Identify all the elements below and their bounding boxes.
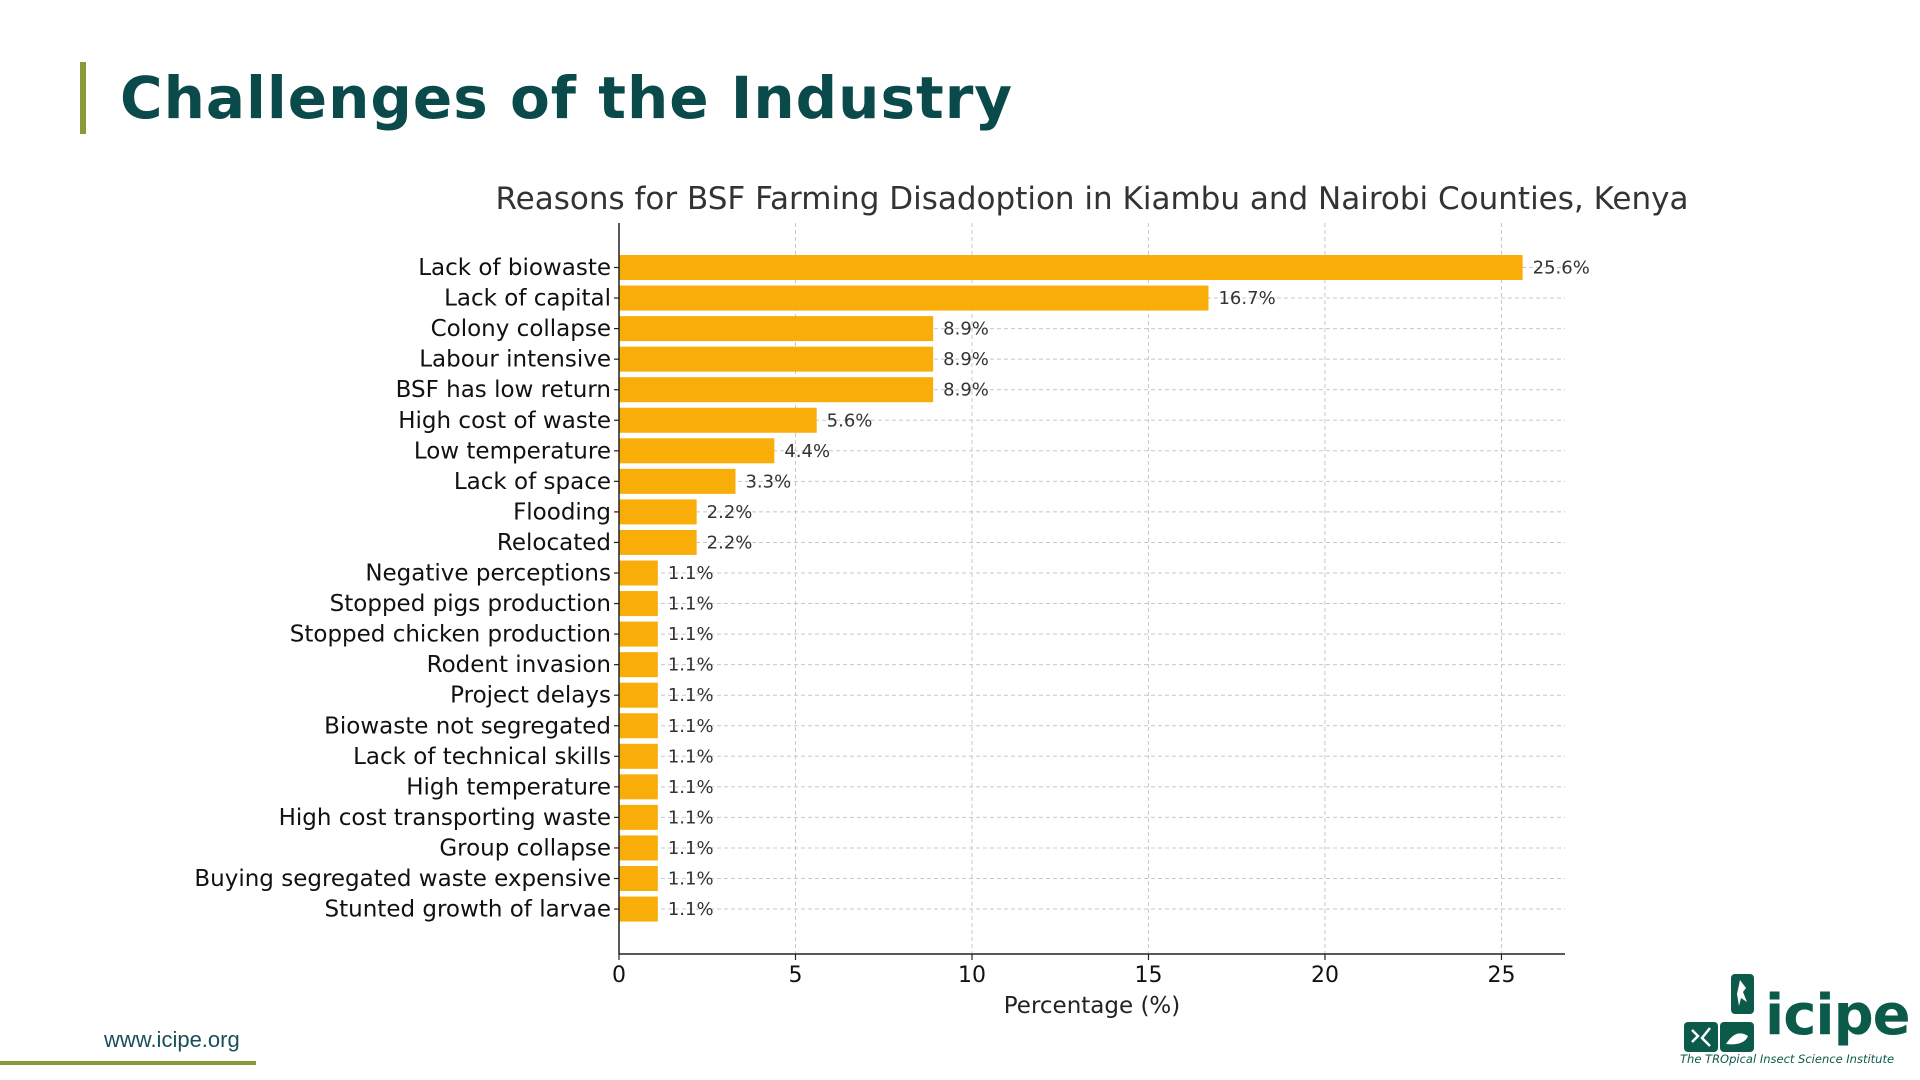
bar-value-label: 1.1%: [668, 655, 714, 676]
axes: Lack of biowaste Lack of capital Colony co…: [194, 223, 1565, 988]
y-tick-label: High cost transporting waste: [279, 805, 611, 831]
bar-value-label: 16.7%: [1218, 288, 1275, 309]
bar: [619, 407, 817, 433]
bar: [619, 804, 658, 830]
title-accent-bar: [80, 62, 86, 134]
y-tick-label: Stunted growth of larvae: [325, 897, 611, 923]
bar-value-label: 8.9%: [943, 380, 989, 401]
slide-title: Challenges of the Industry: [120, 64, 1014, 132]
bar-value-label: 1.1%: [668, 624, 714, 645]
bar: [619, 560, 658, 586]
bar-value-label: 2.2%: [707, 532, 753, 553]
bar: [619, 285, 1209, 311]
bar-value-label: 3.3%: [745, 471, 791, 492]
bar: [619, 316, 934, 342]
bar: [619, 529, 697, 555]
bar: [619, 438, 775, 464]
bar-value-label: 1.1%: [668, 685, 714, 706]
y-tick-label: Colony collapse: [431, 316, 611, 342]
y-tick-label: Relocated: [497, 530, 611, 556]
x-tick-label: 0: [612, 963, 626, 988]
bar: [619, 377, 934, 403]
bar-value-label: 8.9%: [943, 349, 989, 370]
x-tick-label: 10: [958, 963, 986, 988]
bar-value-label: 1.1%: [668, 563, 714, 584]
y-tick-label: Lack of biowaste: [418, 255, 611, 281]
x-tick-label: 25: [1487, 963, 1515, 988]
bar-value-label: 2.2%: [707, 502, 753, 523]
y-tick-label: Lack of technical skills: [353, 744, 611, 770]
chart-title: Reasons for BSF Farming Disadoption in K…: [496, 181, 1689, 217]
bar: [619, 866, 658, 891]
bar-value-label: 4.4%: [784, 441, 830, 462]
bar: [619, 255, 1523, 280]
bar: [619, 468, 736, 494]
x-tick-label: 20: [1311, 963, 1339, 988]
icipe-logo: icipe The TROpical Insect Science Instit…: [1670, 968, 1911, 1076]
y-tick-label: Stopped chicken production: [290, 622, 611, 648]
x-tick-label: 15: [1134, 963, 1162, 988]
footer-website-link[interactable]: www.icipe.org: [104, 1027, 240, 1052]
y-tick-label: Labour intensive: [419, 347, 611, 373]
bar-value-label: 1.1%: [668, 716, 714, 737]
y-tick-label: Negative perceptions: [365, 561, 611, 587]
y-tick-label: Stopped pigs production: [330, 591, 611, 617]
bar-value-label: 5.6%: [827, 410, 873, 431]
bar: [619, 621, 658, 647]
y-tick-label: Low temperature: [414, 438, 611, 464]
bars: 25.6% 16.7% 8.9% 8.9% 8.9% 5.6% 4.4% 3.3% 2.2% 2.…: [619, 255, 1590, 922]
logo-wordmark: icipe: [1765, 983, 1911, 1048]
bar-value-label: 1.1%: [668, 594, 714, 615]
bar: [619, 652, 658, 678]
bar: [619, 774, 658, 800]
y-tick-label: Biowaste not segregated: [324, 713, 611, 739]
y-tick-label: High temperature: [406, 774, 611, 800]
bar-value-label: 1.1%: [668, 869, 714, 890]
logo-mark-icon: [1684, 974, 1754, 1052]
y-tick-label: High cost of waste: [398, 408, 611, 434]
bar-value-label: 1.1%: [668, 777, 714, 798]
y-tick-label: Group collapse: [439, 835, 611, 861]
bar: [619, 682, 658, 708]
y-tick-label: Project delays: [450, 683, 611, 709]
y-tick-label: BSF has low return: [396, 377, 611, 403]
y-tick-label: Lack of space: [454, 469, 611, 495]
bar: [619, 896, 658, 922]
y-tick-label: Lack of capital: [444, 286, 611, 312]
bar: [619, 346, 934, 372]
bar-value-label: 1.1%: [668, 838, 714, 859]
bar-value-label: 8.9%: [943, 319, 989, 340]
y-tick-label: Buying segregated waste expensive: [194, 866, 611, 892]
bar: [619, 743, 658, 769]
x-axis-label: Percentage (%): [1004, 993, 1181, 1019]
bar-value-label: 1.1%: [668, 899, 714, 920]
bar: [619, 591, 658, 617]
bar: [619, 713, 658, 739]
x-tick-label: 5: [788, 963, 802, 988]
bar: [619, 499, 697, 525]
y-tick-label: Flooding: [513, 499, 611, 525]
bar-value-label: 1.1%: [668, 807, 714, 828]
bar-value-label: 25.6%: [1533, 258, 1590, 279]
footer-accent-line: [0, 1061, 256, 1065]
y-tick-label: Rodent invasion: [427, 652, 611, 678]
bar-value-label: 1.1%: [668, 746, 714, 767]
bar: [619, 835, 658, 861]
logo-tagline: The TROpical Insect Science Institute: [1680, 1052, 1895, 1066]
